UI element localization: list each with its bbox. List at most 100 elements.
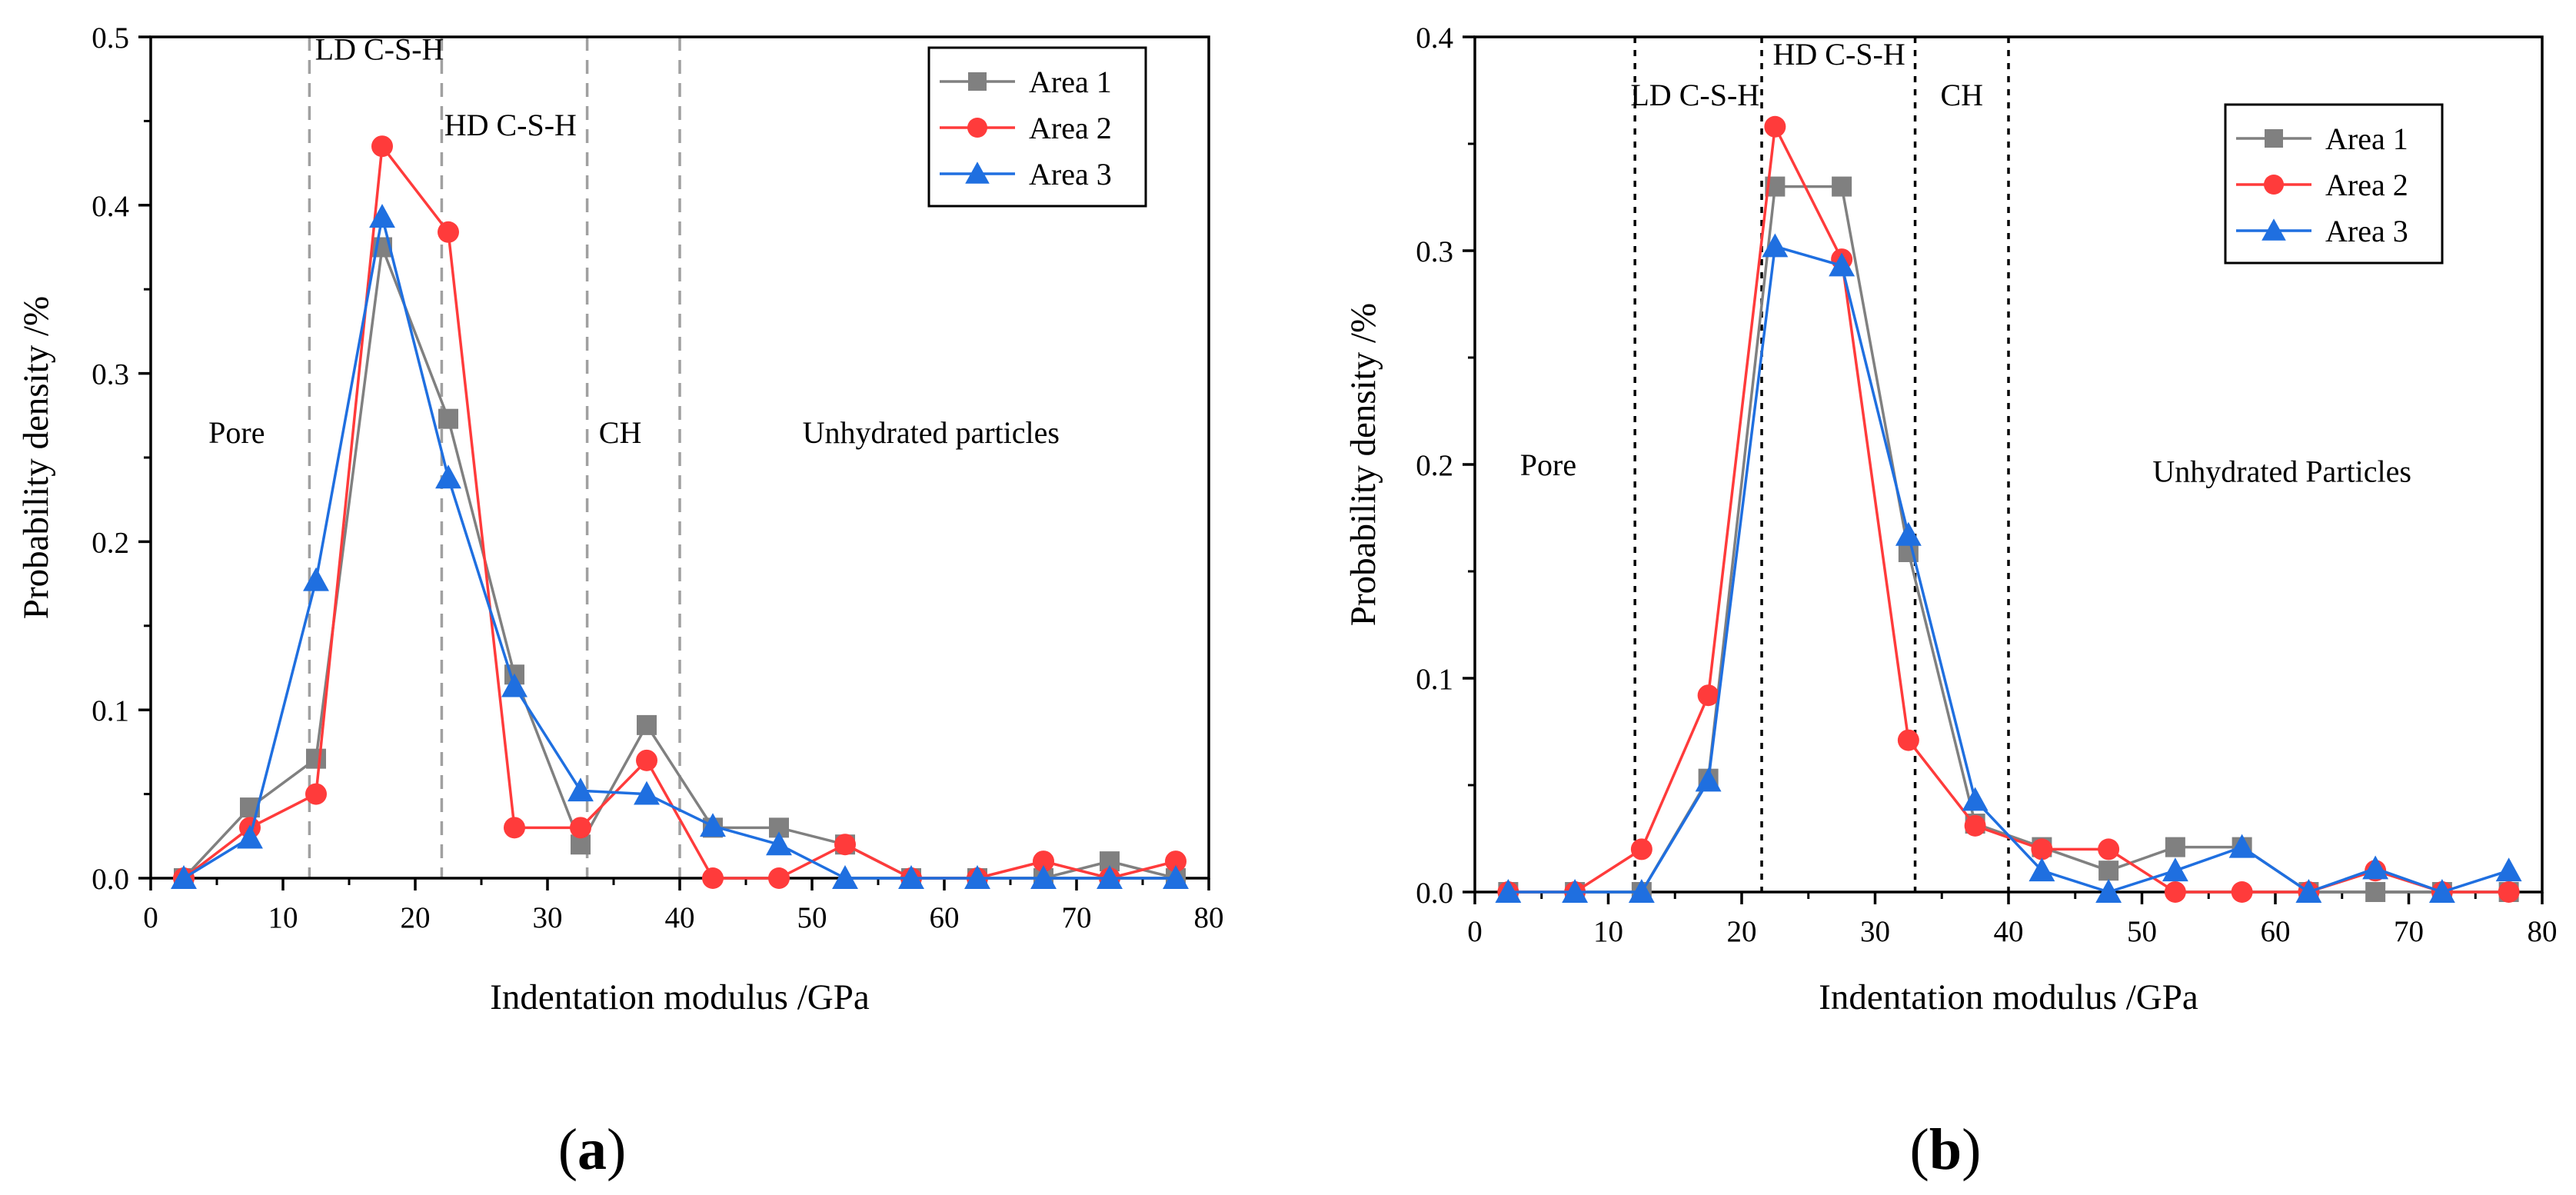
y-tick-label: 0.1 (92, 694, 129, 727)
region-label: CH (1940, 78, 1983, 112)
data-point-triangle (965, 161, 990, 184)
data-point-circle (967, 118, 987, 138)
data-point-triangle (1495, 879, 1522, 903)
legend-label: Area 1 (2325, 121, 2408, 156)
x-tick-label: 60 (930, 901, 960, 934)
data-point-circle (1897, 729, 1919, 751)
x-tick-label: 60 (2261, 915, 2291, 948)
region-label: Unhydrated particles (803, 415, 1060, 450)
x-tick-label: 50 (797, 901, 827, 934)
data-point-triangle (1030, 865, 1057, 889)
region-label: HD C-S-H (1773, 37, 1905, 72)
data-point-triangle (567, 777, 594, 802)
data-point-triangle (171, 865, 197, 889)
legend-label: Area 2 (1029, 111, 1112, 145)
x-axis-title: Indentation modulus /GPa (1819, 977, 2198, 1017)
data-point-triangle (1562, 879, 1589, 903)
data-point-circle (570, 817, 591, 839)
panel-label-open-paren: ( (1910, 1117, 1929, 1182)
panel-label-letter: a (577, 1117, 607, 1182)
data-point-circle (636, 749, 657, 771)
data-point-circle (2498, 881, 2520, 903)
y-tick-label: 0.5 (92, 22, 129, 55)
x-tick-label: 70 (2394, 915, 2424, 948)
legend: Area 1 Area 2 Area 3 (927, 46, 1147, 208)
data-point-circle (2098, 838, 2120, 860)
data-point-circle (768, 867, 790, 889)
data-point-triangle (501, 673, 528, 697)
series-3 (1495, 233, 2522, 903)
region-label: HD C-S-H (444, 108, 577, 142)
data-point-circle (1964, 814, 1986, 837)
data-point-circle (2164, 881, 2186, 903)
chart-panel-b: 0 10 20 30 40 50 60 70 80 0.0 0.1 0.2 0.3 0.4 Indentat… (1343, 22, 2558, 1017)
data-point-circle (371, 135, 393, 158)
data-point-triangle (964, 865, 990, 889)
data-point-triangle (634, 781, 660, 805)
data-point-circle (2264, 175, 2284, 195)
data-point-triangle (1163, 865, 1189, 889)
data-point-triangle (1628, 879, 1655, 903)
x-tick-label: 20 (401, 901, 431, 934)
data-point-triangle (898, 865, 924, 889)
x-tick-label: 10 (268, 901, 298, 934)
data-point-circle (438, 221, 459, 243)
panel-label: (a) (558, 1117, 627, 1182)
x-tick-label: 80 (2528, 915, 2558, 948)
x-tick-label: 20 (1727, 915, 1757, 948)
panel-label-close-paren: ) (1962, 1117, 1981, 1182)
region-label: CH (599, 415, 642, 450)
y-tick-label: 0.4 (92, 190, 129, 223)
y-axis-title: Probability density /% (1343, 303, 1383, 626)
legend-label: Area 1 (1029, 65, 1112, 99)
region-label: Pore (1520, 448, 1576, 482)
y-axis-title: Probability density /% (16, 296, 56, 619)
x-tick-label: 40 (1994, 915, 2024, 948)
data-point-triangle (2295, 879, 2322, 903)
data-point-square (438, 408, 458, 429)
data-point-square (637, 714, 657, 735)
legend: Area 1 Area 2 Area 3 (2224, 103, 2444, 265)
data-point-triangle (2428, 879, 2455, 903)
data-point-triangle (2362, 855, 2389, 880)
region-label: LD C-S-H (1630, 78, 1759, 112)
data-point-triangle (369, 204, 395, 228)
region-label: LD C-S-H (315, 32, 444, 66)
data-point-triangle (1962, 787, 1989, 811)
region-label: Unhydrated Particles (2152, 454, 2411, 488)
data-point-circle (1697, 684, 1719, 707)
region-label: Pore (208, 415, 265, 450)
data-point-circle (2231, 881, 2253, 903)
panel-label: (b) (1910, 1117, 1982, 1182)
data-point-circle (834, 834, 856, 856)
data-point-square (2265, 129, 2283, 148)
series-3 (171, 204, 1189, 889)
data-point-triangle (2261, 218, 2286, 241)
data-point-triangle (435, 464, 461, 489)
legend-label: Area 3 (1029, 157, 1112, 191)
x-tick-label: 30 (1860, 915, 1890, 948)
y-tick-label: 0.4 (1416, 22, 1453, 55)
data-point-triangle (2095, 879, 2122, 903)
data-point-square (1832, 176, 1852, 197)
data-point-triangle (1762, 233, 1789, 258)
data-point-circle (1630, 838, 1652, 860)
x-tick-label: 80 (1194, 901, 1224, 934)
data-point-circle (702, 867, 724, 889)
legend-label: Area 3 (2325, 214, 2408, 248)
data-point-triangle (2228, 834, 2255, 858)
data-point-circle (1165, 850, 1186, 873)
data-point-triangle (832, 865, 858, 889)
y-tick-label: 0.2 (92, 526, 129, 559)
data-point-square (968, 72, 987, 91)
x-tick-label: 0 (143, 901, 158, 934)
data-point-triangle (237, 824, 263, 849)
data-point-triangle (2029, 857, 2055, 882)
y-tick-label: 0.1 (1416, 663, 1453, 696)
data-point-circle (305, 783, 327, 805)
data-point-triangle (1695, 767, 1722, 792)
chart-panel-a: 0 10 20 30 40 50 60 70 80 0.0 0.1 0.2 0.3 0.4 0.5 Inden… (16, 22, 1224, 1017)
x-tick-label: 10 (1593, 915, 1623, 948)
panel-label-open-paren: ( (558, 1117, 577, 1182)
